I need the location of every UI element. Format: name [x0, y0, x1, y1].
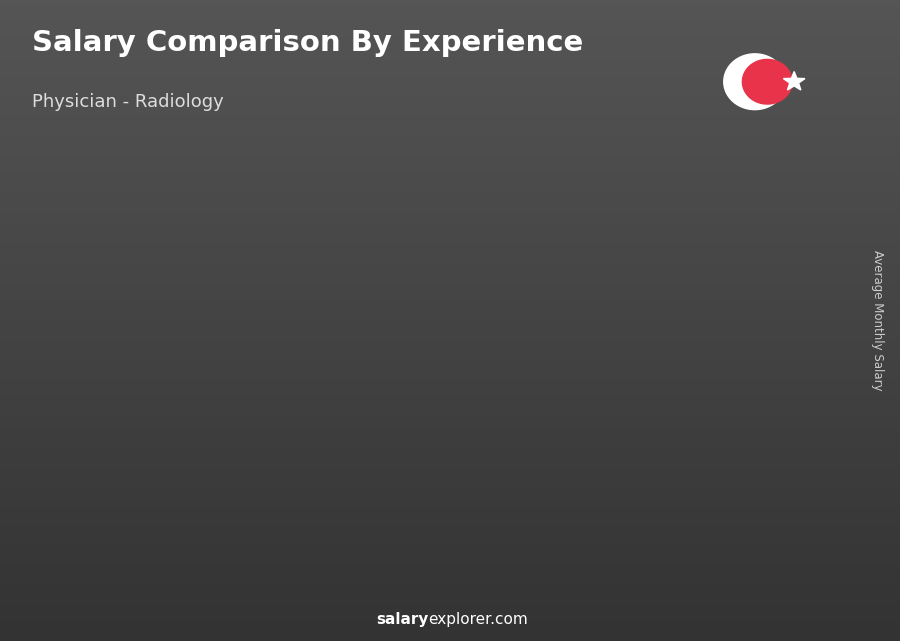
- Polygon shape: [202, 316, 279, 331]
- Polygon shape: [565, 164, 628, 563]
- Polygon shape: [686, 124, 763, 138]
- Text: +32%: +32%: [269, 192, 319, 207]
- Text: 5 to 10: 5 to 10: [325, 587, 383, 603]
- Text: 19,100 TRY: 19,100 TRY: [195, 383, 270, 395]
- Polygon shape: [507, 187, 521, 563]
- Polygon shape: [385, 242, 400, 563]
- Text: 32,800 TRY: 32,800 TRY: [647, 153, 722, 166]
- Polygon shape: [80, 365, 158, 379]
- Text: explorer.com: explorer.com: [428, 612, 528, 627]
- Text: 25,200 TRY: 25,200 TRY: [405, 246, 480, 259]
- Text: 15 to 20: 15 to 20: [562, 587, 631, 603]
- Text: +18%: +18%: [390, 137, 439, 153]
- Text: +11%: +11%: [511, 100, 561, 115]
- Polygon shape: [444, 202, 507, 563]
- Polygon shape: [202, 331, 265, 563]
- Polygon shape: [322, 242, 400, 256]
- Polygon shape: [80, 379, 143, 563]
- Text: 10 to 15: 10 to 15: [441, 587, 509, 603]
- Polygon shape: [749, 124, 763, 563]
- Text: Physician - Radiology: Physician - Radiology: [32, 93, 223, 111]
- Text: 2 to 5: 2 to 5: [209, 587, 256, 603]
- Polygon shape: [322, 256, 385, 563]
- Text: Salary Comparison By Experience: Salary Comparison By Experience: [32, 29, 583, 57]
- Polygon shape: [783, 72, 805, 90]
- Text: Average Monthly Salary: Average Monthly Salary: [871, 250, 884, 391]
- Text: 20+ Years: 20+ Years: [676, 587, 759, 603]
- Text: +26%: +26%: [148, 267, 197, 281]
- Text: 34,900 TRY: 34,900 TRY: [769, 128, 843, 140]
- Polygon shape: [742, 60, 792, 104]
- Text: +6%: +6%: [637, 74, 676, 89]
- Polygon shape: [565, 149, 643, 164]
- Text: 15,100 TRY: 15,100 TRY: [74, 456, 148, 469]
- Polygon shape: [724, 54, 786, 110]
- Text: < 2 Years: < 2 Years: [73, 587, 150, 603]
- Polygon shape: [444, 187, 521, 202]
- Polygon shape: [686, 138, 749, 563]
- Polygon shape: [628, 149, 643, 563]
- Polygon shape: [143, 365, 157, 563]
- Text: 29,700 TRY: 29,700 TRY: [526, 191, 600, 204]
- Text: salary: salary: [376, 612, 428, 627]
- Polygon shape: [265, 316, 279, 563]
